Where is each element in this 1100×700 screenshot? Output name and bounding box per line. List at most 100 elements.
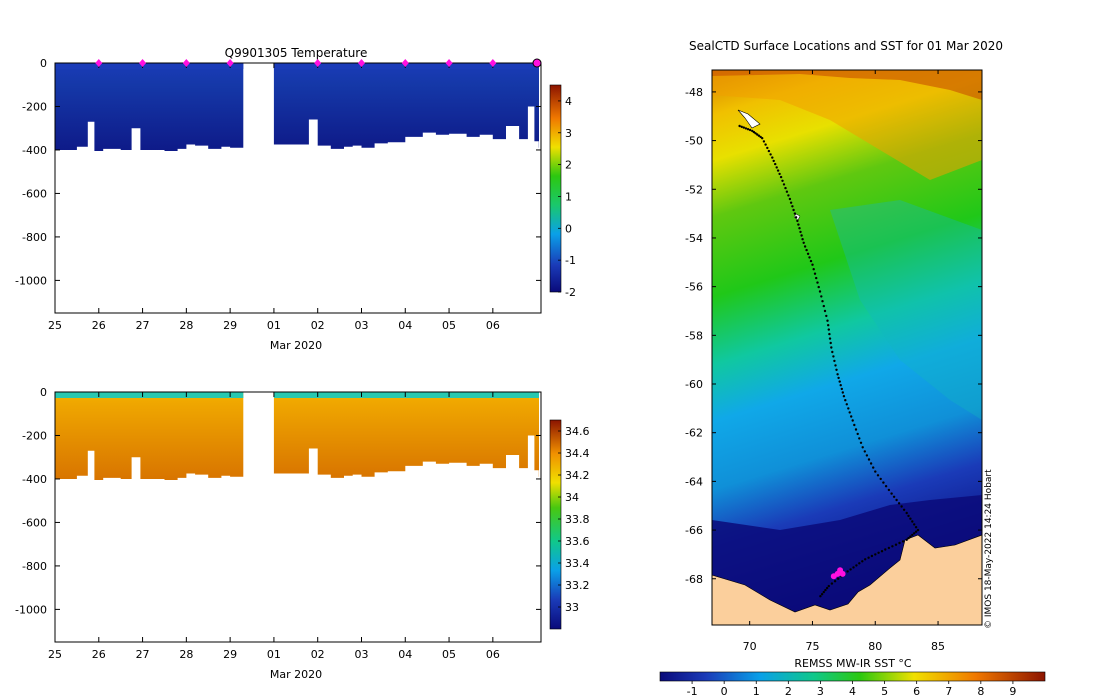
track-point (775, 166, 778, 169)
track-point (913, 523, 916, 526)
x-tick-label: 26 (92, 319, 106, 332)
track-point (909, 517, 912, 520)
x-tick-label: 05 (442, 319, 456, 332)
map-credit-text: © IMOS 18-May-2022 14:24 Hobart (984, 469, 994, 629)
track-point (808, 256, 811, 259)
seal-track (738, 124, 920, 598)
sst-colorbar-tick-label: 9 (1009, 685, 1016, 698)
track-point (826, 319, 829, 322)
sst-colorbar-tick-label: 4 (849, 685, 856, 698)
map-latitude-axis: -48 -50 -52 -54 -56 -58 -60 -62 -64 -66 -68 (685, 86, 982, 586)
latest-position-marker (837, 567, 844, 574)
colorbar-tick-label: 34 (565, 491, 579, 504)
cool-water-patch (830, 200, 982, 420)
temperature-x-label: Mar 2020 (270, 339, 322, 352)
salinity-y-axis: 0 -200 -400 -600 -800 -1000 (15, 386, 541, 616)
colorbar-tick-label: 33.6 (565, 535, 590, 548)
track-point (738, 124, 741, 128)
track-point (884, 485, 888, 488)
temperature-colorbar-ticks: 4 3 2 1 0 -1 -2 (558, 95, 576, 299)
surface-layer (273, 63, 539, 69)
colorbar-tick-label: 2 (565, 159, 572, 172)
track-point (824, 588, 827, 592)
track-point (828, 337, 832, 340)
lat-tick-label: -58 (685, 329, 703, 342)
track-point (812, 268, 815, 271)
y-tick-label: -600 (22, 516, 47, 529)
map-axes-frame (711, 69, 983, 626)
track-point (776, 169, 780, 172)
lon-tick-label: 80 (868, 640, 882, 653)
y-tick-label: -1000 (15, 603, 47, 616)
x-tick-label: 27 (136, 648, 150, 661)
y-tick-label: 0 (40, 386, 47, 399)
track-point (914, 526, 918, 529)
temperature-section-fill (55, 63, 539, 151)
track-point (879, 477, 882, 481)
temperature-profile-markers (95, 58, 542, 68)
track-point (759, 135, 762, 139)
track-point (791, 205, 794, 208)
lat-tick-label: -52 (685, 183, 703, 196)
track-point (792, 208, 795, 212)
colorbar-tick-label: 34.2 (565, 469, 590, 482)
track-point (748, 128, 752, 132)
track-point (815, 276, 818, 280)
track-point (916, 528, 920, 532)
track-point (817, 285, 820, 289)
track-point (877, 551, 880, 554)
x-tick-label: 28 (179, 648, 193, 661)
track-point (821, 300, 824, 303)
temperature-title: Q9901305 Temperature (225, 46, 368, 60)
sst-field (712, 70, 982, 625)
colorbar-tick-label: 4 (565, 95, 572, 108)
lon-tick-label: 70 (743, 640, 757, 653)
track-point (828, 332, 831, 336)
track-point (839, 384, 842, 387)
track-point (842, 395, 846, 398)
x-tick-label: 06 (486, 319, 500, 332)
track-point (766, 146, 769, 150)
track-point (772, 159, 775, 163)
sst-map-panel: SealCTD Surface Locations and SST for 01… (659, 39, 1046, 698)
track-point (865, 454, 869, 457)
track-point (911, 533, 914, 537)
surface-layer (55, 63, 244, 69)
track-point (874, 553, 877, 556)
track-point (905, 511, 908, 515)
lat-tick-label: -68 (685, 573, 703, 586)
track-point (887, 546, 891, 550)
track-point (782, 183, 786, 186)
colorbar-tick-label: -2 (565, 286, 576, 299)
salinity-panel: 0 -200 -400 -600 -800 -1000 25 26 27 28 29 01 02 03 0… (15, 386, 589, 681)
colorbar-tick-label: 33.2 (565, 579, 590, 592)
track-point (900, 505, 903, 508)
y-tick-label: -200 (22, 429, 47, 442)
profile-marker (445, 59, 453, 67)
track-point (835, 368, 838, 371)
track-point (827, 328, 830, 331)
track-point (825, 314, 828, 318)
track-point (837, 376, 840, 380)
y-tick-label: -200 (22, 100, 47, 113)
track-point (820, 295, 823, 298)
surface-layer (273, 392, 539, 398)
section-fill-segment (273, 392, 539, 478)
track-point (891, 545, 894, 548)
track-point (813, 272, 817, 275)
colorbar-tick-label: 33.4 (565, 557, 590, 570)
lat-tick-label: -50 (685, 135, 703, 148)
x-tick-label: 25 (48, 648, 62, 661)
track-point (830, 582, 834, 585)
track-point (801, 238, 804, 241)
profile-marker (226, 59, 234, 67)
track-point (892, 495, 896, 498)
profile-marker (357, 59, 365, 67)
colorbar-tick-label: -1 (565, 254, 576, 267)
y-tick-label: -1000 (15, 274, 47, 287)
profile-marker (95, 59, 103, 67)
latest-positions (830, 567, 846, 580)
track-point (809, 259, 813, 263)
temperature-colorbar (549, 84, 562, 293)
track-point (799, 230, 802, 234)
